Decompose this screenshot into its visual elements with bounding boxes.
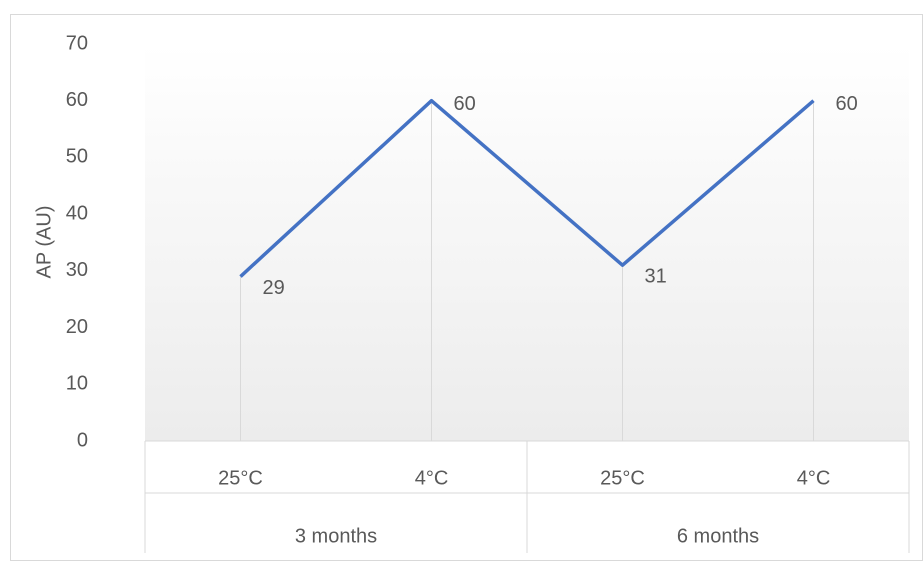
y-tick-label: 20 — [66, 316, 88, 338]
y-tick-label: 30 — [66, 259, 88, 281]
y-tick-label: 10 — [66, 373, 88, 395]
data-label: 60 — [454, 93, 476, 115]
y-tick-label: 60 — [66, 89, 88, 111]
y-tick-label: 70 — [66, 32, 88, 54]
y-tick-label: 40 — [66, 202, 88, 224]
y-tick-label: 0 — [77, 429, 88, 451]
series-line — [239, 98, 815, 278]
y-axis-label: AP (AU) — [33, 206, 55, 279]
data-label: 60 — [836, 93, 858, 115]
group-label: 6 months — [677, 525, 759, 547]
x-tick-label: 4°C — [797, 467, 831, 489]
x-tick-label: 25°C — [600, 467, 645, 489]
group-label: 3 months — [295, 525, 377, 547]
data-label: 29 — [263, 277, 285, 299]
y-tick-label: 50 — [66, 146, 88, 168]
x-tick-label: 4°C — [415, 467, 449, 489]
x-tick-label: 25°C — [218, 467, 263, 489]
plot-area — [145, 44, 909, 441]
data-label: 31 — [645, 265, 667, 287]
